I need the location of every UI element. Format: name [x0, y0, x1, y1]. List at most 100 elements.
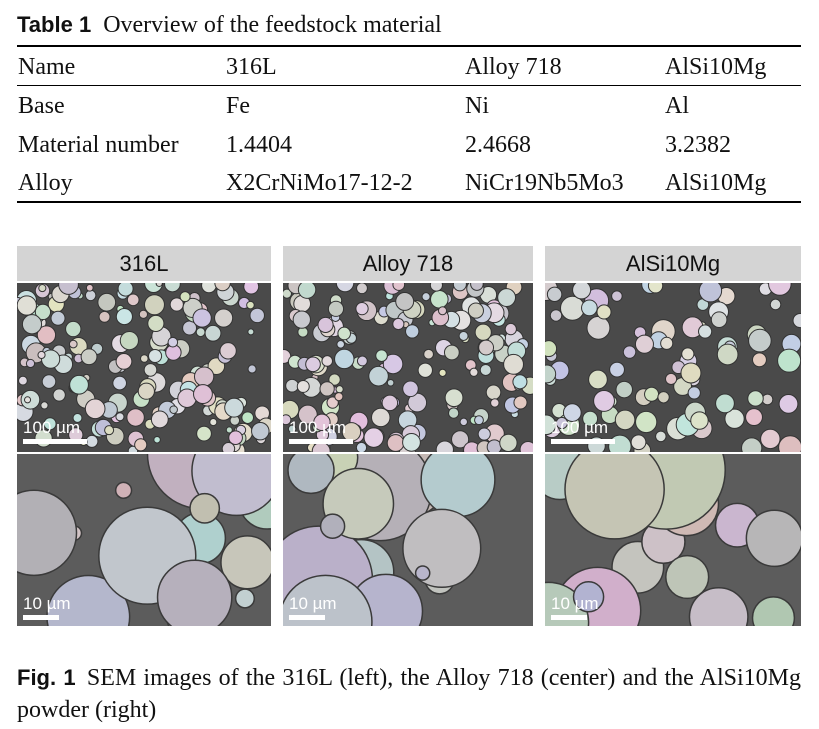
- particle: [134, 438, 148, 452]
- particle: [297, 283, 317, 299]
- scale-label: 10 µm: [289, 594, 337, 613]
- particle: [615, 380, 633, 399]
- header-cell: Alloy 718: [465, 54, 562, 80]
- particle: [560, 295, 585, 321]
- panel-title: Alloy 718: [283, 246, 533, 281]
- particle: [392, 283, 406, 291]
- particle: [326, 396, 339, 409]
- particle: [50, 310, 66, 326]
- particle: [85, 434, 99, 448]
- table-rule: [17, 201, 801, 203]
- particle: [285, 378, 299, 393]
- particle: [321, 355, 334, 367]
- particle: [193, 384, 213, 404]
- particle: [119, 331, 139, 351]
- particle: [382, 353, 404, 375]
- particle: [470, 283, 484, 291]
- particle: [156, 559, 233, 626]
- particle: [769, 298, 782, 311]
- particle: [313, 413, 331, 432]
- scale-bar: [551, 439, 615, 444]
- particle: [335, 283, 355, 293]
- table-cell: Alloy: [18, 170, 73, 196]
- sem-image: 10 µm: [545, 454, 801, 626]
- table-cell: Al: [665, 93, 689, 119]
- scale-label: 100 µm: [551, 418, 608, 437]
- particle: [209, 418, 218, 427]
- scale-bar: [551, 615, 587, 620]
- table-cell: Fe: [226, 93, 250, 119]
- table-cell: AlSi10Mg: [665, 170, 767, 196]
- particle: [546, 286, 563, 303]
- particle: [644, 386, 660, 402]
- particle: [622, 345, 637, 359]
- particle: [85, 283, 94, 292]
- particle: [58, 283, 79, 295]
- particle: [155, 283, 163, 287]
- particle: [572, 283, 592, 300]
- particle: [337, 326, 351, 341]
- particle: [593, 389, 615, 412]
- scale-label: 100 µm: [23, 418, 80, 437]
- particle: [448, 407, 460, 419]
- particle: [405, 324, 420, 339]
- particle: [479, 363, 492, 376]
- particle: [126, 408, 145, 427]
- scale-label: 10 µm: [551, 594, 599, 613]
- particle: [246, 300, 255, 310]
- table-cell: X2CrNiMo17-12-2: [226, 170, 413, 196]
- particle: [690, 411, 709, 430]
- particle: [115, 307, 133, 326]
- particle: [65, 320, 82, 338]
- particle: [716, 343, 739, 366]
- particle: [586, 315, 611, 340]
- particle: [438, 368, 447, 377]
- particle: [196, 425, 212, 442]
- particle: [84, 398, 106, 420]
- table-cell: 1.4404: [226, 131, 292, 158]
- particle: [104, 425, 115, 436]
- particle: [477, 427, 491, 441]
- particle: [143, 363, 158, 377]
- particle: [443, 344, 460, 361]
- particle: [297, 404, 318, 425]
- particle: [363, 427, 385, 448]
- particle: [562, 403, 582, 423]
- particle: [414, 565, 431, 581]
- particle: [287, 424, 297, 434]
- particle: [647, 283, 664, 294]
- table-rule: [17, 45, 801, 47]
- particle: [444, 388, 464, 408]
- particle: [137, 382, 155, 400]
- particle: [715, 393, 735, 414]
- particle: [386, 434, 405, 452]
- table-caption: Table 1 Overview of the feedstock materi…: [17, 12, 442, 39]
- particle: [335, 385, 344, 394]
- particle: [634, 334, 654, 354]
- particle: [467, 302, 484, 319]
- sem-image: 10 µm: [283, 454, 533, 626]
- particle: [745, 408, 763, 427]
- particle: [356, 283, 368, 295]
- particle: [195, 327, 206, 338]
- sem-image: 100 µm: [283, 283, 533, 452]
- particle: [611, 290, 623, 302]
- particle: [741, 437, 763, 452]
- particle: [429, 283, 443, 292]
- particle: [435, 440, 454, 452]
- particle: [194, 366, 215, 387]
- particle: [386, 378, 395, 387]
- particle: [421, 292, 431, 302]
- particle: [18, 375, 28, 386]
- particle: [710, 311, 728, 328]
- particle: [371, 407, 391, 428]
- particle: [469, 367, 479, 377]
- table-label: Table 1: [17, 12, 92, 37]
- particle: [305, 356, 321, 373]
- panel-title: 316L: [17, 246, 271, 281]
- header-cell: 316L: [226, 54, 277, 80]
- particle: [392, 317, 405, 331]
- particle: [698, 283, 723, 303]
- particle: [334, 348, 355, 370]
- particle: [115, 353, 133, 370]
